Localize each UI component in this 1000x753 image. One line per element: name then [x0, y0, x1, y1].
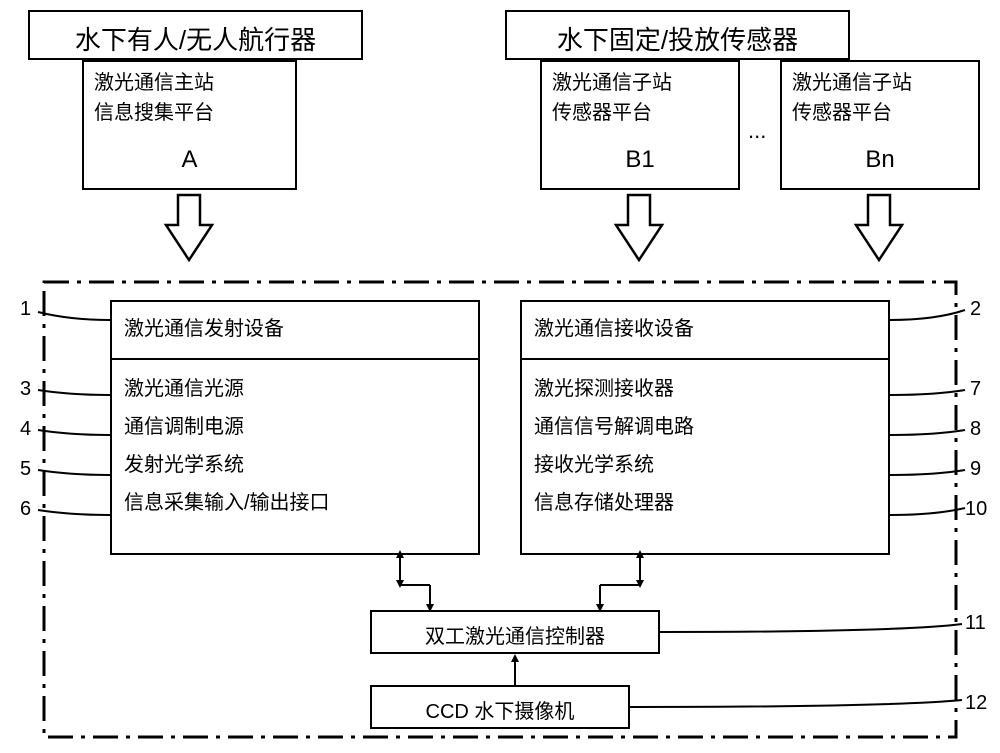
duplex-text: 双工激光通信控制器: [425, 626, 605, 648]
num-2: 2: [970, 298, 981, 321]
station-b1-label: B1: [542, 142, 738, 178]
num-1: 1: [20, 298, 31, 321]
rx-l4: 信息存储处理器: [534, 484, 876, 522]
rx-body: 激光探测接收器 通信信号解调电路 接收光学系统 信息存储处理器: [522, 360, 888, 532]
station-bn: 激光通信子站 传感器平台 Bn: [780, 60, 980, 190]
rx-l2: 通信信号解调电路: [534, 408, 876, 446]
ellipsis: ...: [748, 118, 766, 144]
num-6: 6: [20, 498, 31, 521]
tx-l1: 激光通信光源: [124, 370, 466, 408]
title-vehicle-text: 水下有人/无人航行器: [75, 25, 316, 55]
num-5: 5: [20, 458, 31, 481]
station-b1: 激光通信子站 传感器平台 B1: [540, 60, 740, 190]
num-7: 7: [970, 378, 981, 401]
num-12: 12: [965, 692, 987, 715]
num-11: 11: [965, 612, 986, 635]
title-vehicle: 水下有人/无人航行器: [28, 10, 363, 60]
station-b1-l1: 激光通信子站: [552, 68, 728, 98]
rx-device: 激光通信接收设备 激光探测接收器 通信信号解调电路 接收光学系统 信息存储处理器: [520, 300, 890, 555]
arrow-bn: [856, 195, 902, 260]
tx-l4: 信息采集输入/输出接口: [124, 484, 466, 522]
title-sensor-text: 水下固定/投放传感器: [557, 25, 798, 55]
tx-l2: 通信调制电源: [124, 408, 466, 446]
station-bn-l1: 激光通信子站: [792, 68, 968, 98]
num-8: 8: [970, 418, 981, 441]
station-a: 激光通信主站 信息搜集平台 A: [82, 60, 297, 190]
station-b1-l2: 传感器平台: [552, 98, 728, 128]
tx-device: 激光通信发射设备 激光通信光源 通信调制电源 发射光学系统 信息采集输入/输出接…: [110, 300, 480, 555]
tx-body: 激光通信光源 通信调制电源 发射光学系统 信息采集输入/输出接口: [112, 360, 478, 532]
station-a-l2: 信息搜集平台: [94, 98, 285, 128]
tx-header: 激光通信发射设备: [112, 302, 478, 360]
station-bn-label: Bn: [782, 142, 978, 178]
rx-l1: 激光探测接收器: [534, 370, 876, 408]
station-a-l1: 激光通信主站: [94, 68, 285, 98]
num-10: 10: [965, 498, 987, 521]
num-4: 4: [20, 418, 31, 441]
tx-l3: 发射光学系统: [124, 446, 466, 484]
rx-l3: 接收光学系统: [534, 446, 876, 484]
duplex-controller: 双工激光通信控制器: [370, 610, 660, 654]
num-9: 9: [970, 458, 981, 481]
ccd-text: CCD 水下摄像机: [426, 701, 575, 723]
station-bn-l2: 传感器平台: [792, 98, 968, 128]
arrow-a: [166, 195, 212, 260]
title-sensor: 水下固定/投放传感器: [505, 10, 850, 60]
station-a-label: A: [84, 142, 295, 178]
rx-header: 激光通信接收设备: [522, 302, 888, 360]
ccd-camera: CCD 水下摄像机: [370, 685, 630, 729]
num-3: 3: [20, 378, 31, 401]
arrow-b1: [616, 195, 662, 260]
